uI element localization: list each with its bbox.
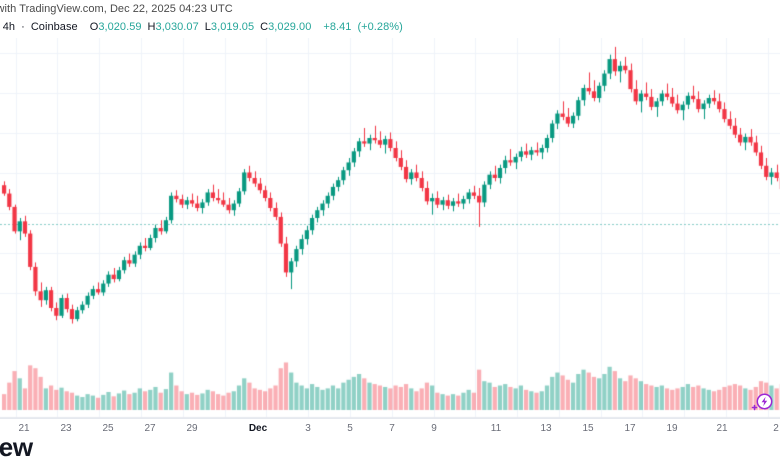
x-axis-tick-23: 23 <box>60 423 72 434</box>
x-axis-tick-19: 19 <box>666 423 678 434</box>
tradingview-watermark: gView <box>0 432 33 462</box>
x-axis-tick-11: 11 <box>490 423 502 434</box>
x-axis-tick-25: 25 <box>102 423 114 434</box>
legend-low-key: L <box>204 21 211 33</box>
x-axis-date-scale[interactable]: 21 23 25 27 29 Dec 3 5 7 9 11 13 15 17 19 21 2 <box>0 418 780 441</box>
x-axis-tick-5: 5 <box>347 423 353 434</box>
x-axis-tick-7: 7 <box>389 423 395 434</box>
lightning-bolt-icon[interactable] <box>750 389 774 413</box>
lightning-badge[interactable] <box>750 389 774 413</box>
x-axis-tick-21: 21 <box>18 423 30 434</box>
legend-close-key: C <box>260 21 269 33</box>
legend-change-absolute: +8.41 <box>323 21 352 33</box>
x-axis-tick-2: 2 <box>773 423 779 434</box>
legend-interval[interactable]: 4h <box>2 21 16 33</box>
candlestick-chart-canvas[interactable] <box>0 38 780 418</box>
legend-sep-2: · <box>21 21 25 33</box>
legend-change-percent: (+0.28%) <box>357 21 403 33</box>
legend-low-value: 3,019.05 <box>210 21 255 33</box>
chart-legend[interactable]: Dollar·4h·CoinbaseO3,020.59H3,030.07L3,0… <box>0 21 403 33</box>
legend-high-key: H <box>147 21 156 33</box>
x-axis-tick-27: 27 <box>144 423 156 434</box>
legend-exchange[interactable]: Coinbase <box>30 21 78 33</box>
credit-text: ted with TradingView.com, Dec 22, 2025 0… <box>0 3 233 15</box>
x-axis-tick-21: 21 <box>716 423 728 434</box>
x-axis-tick-29: 29 <box>186 423 198 434</box>
legend-open-value: 3,020.59 <box>98 21 142 33</box>
legend-close-value: 3,029.00 <box>268 21 312 33</box>
x-axis-tick-17: 17 <box>624 423 636 434</box>
chart-header: ted with TradingView.com, Dec 22, 2025 0… <box>0 0 780 38</box>
x-axis-tick-9: 9 <box>431 423 437 434</box>
x-axis-tick-3: 3 <box>305 423 311 434</box>
x-axis-tick-Dec: Dec <box>248 423 268 434</box>
legend-open-key: O <box>89 21 99 33</box>
x-axis-tick-13: 13 <box>540 423 552 434</box>
legend-high-value: 3,030.07 <box>155 21 199 33</box>
x-axis-tick-15: 15 <box>582 423 594 434</box>
